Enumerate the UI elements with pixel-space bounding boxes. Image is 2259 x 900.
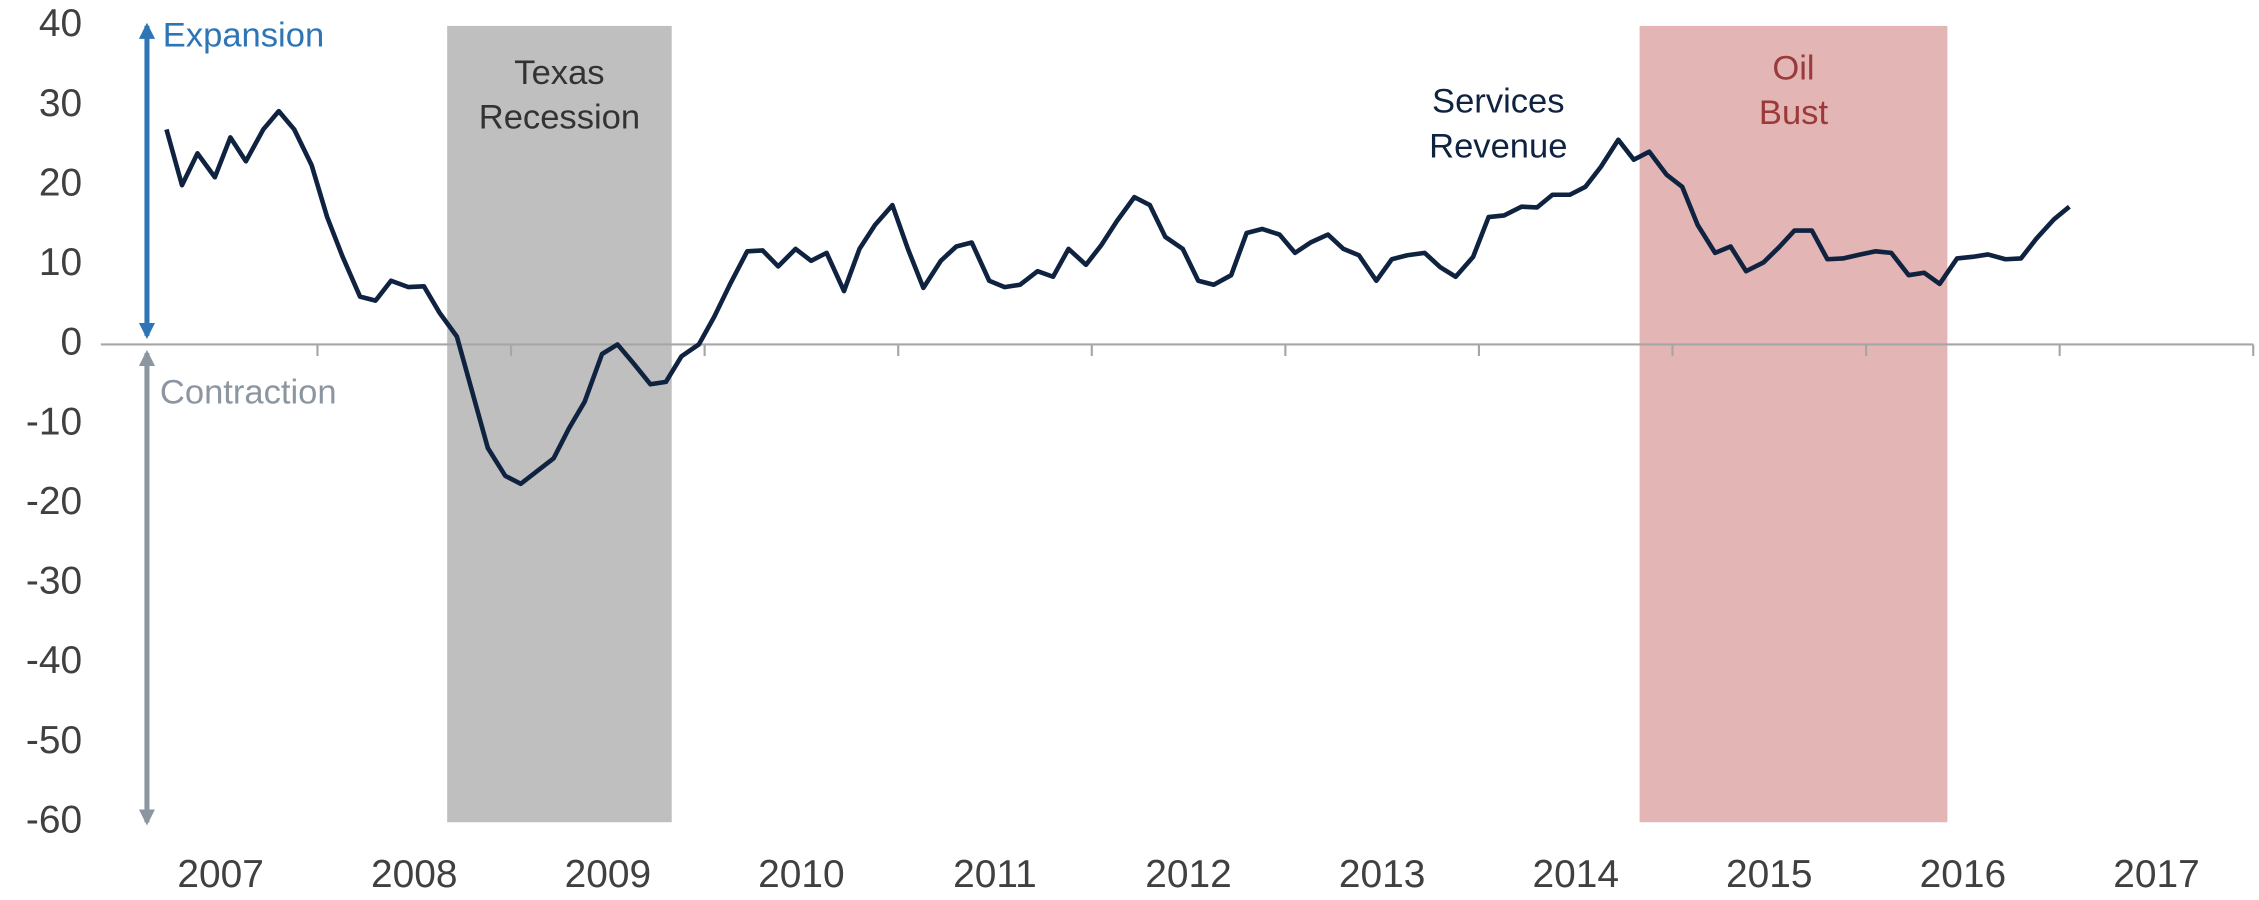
y-tick-label: 30: [39, 82, 82, 125]
band-label: Texas Recession: [479, 54, 640, 137]
x-tick-label: 2008: [371, 853, 458, 896]
y-tick-label: -60: [26, 799, 82, 842]
x-tick-label: 2011: [953, 853, 1037, 896]
band: [447, 25, 672, 823]
x-tick-label: 2010: [758, 853, 845, 896]
band-label: Oil Bust: [1759, 50, 1829, 133]
y-tick-label: -30: [26, 560, 82, 603]
x-tick-label: 2007: [177, 853, 264, 896]
x-tick-label: 2017: [2113, 853, 2200, 896]
x-tick-label: 2014: [1532, 853, 1619, 896]
y-tick-label: 40: [39, 2, 82, 45]
x-tick-label: 2016: [1920, 853, 2007, 896]
x-tick-label: 2012: [1145, 853, 1232, 896]
x-tick-label: 2009: [565, 853, 652, 896]
direction-label: Contraction: [160, 374, 337, 412]
x-tick-label: 2013: [1339, 853, 1426, 896]
y-tick-label: -40: [26, 639, 82, 682]
x-tick-label: 2015: [1726, 853, 1813, 896]
band: [1639, 25, 1948, 823]
y-tick-label: 10: [39, 241, 82, 284]
y-tick-label: -20: [26, 480, 82, 523]
y-tick-label: 20: [39, 161, 82, 204]
direction-label: Expansion: [163, 17, 324, 55]
series-label: Services Revenue: [1429, 83, 1567, 166]
y-tick-label: 0: [60, 321, 82, 364]
y-tick-label: -50: [26, 719, 82, 762]
y-tick-label: -10: [26, 400, 82, 443]
line: [164, 108, 2071, 487]
